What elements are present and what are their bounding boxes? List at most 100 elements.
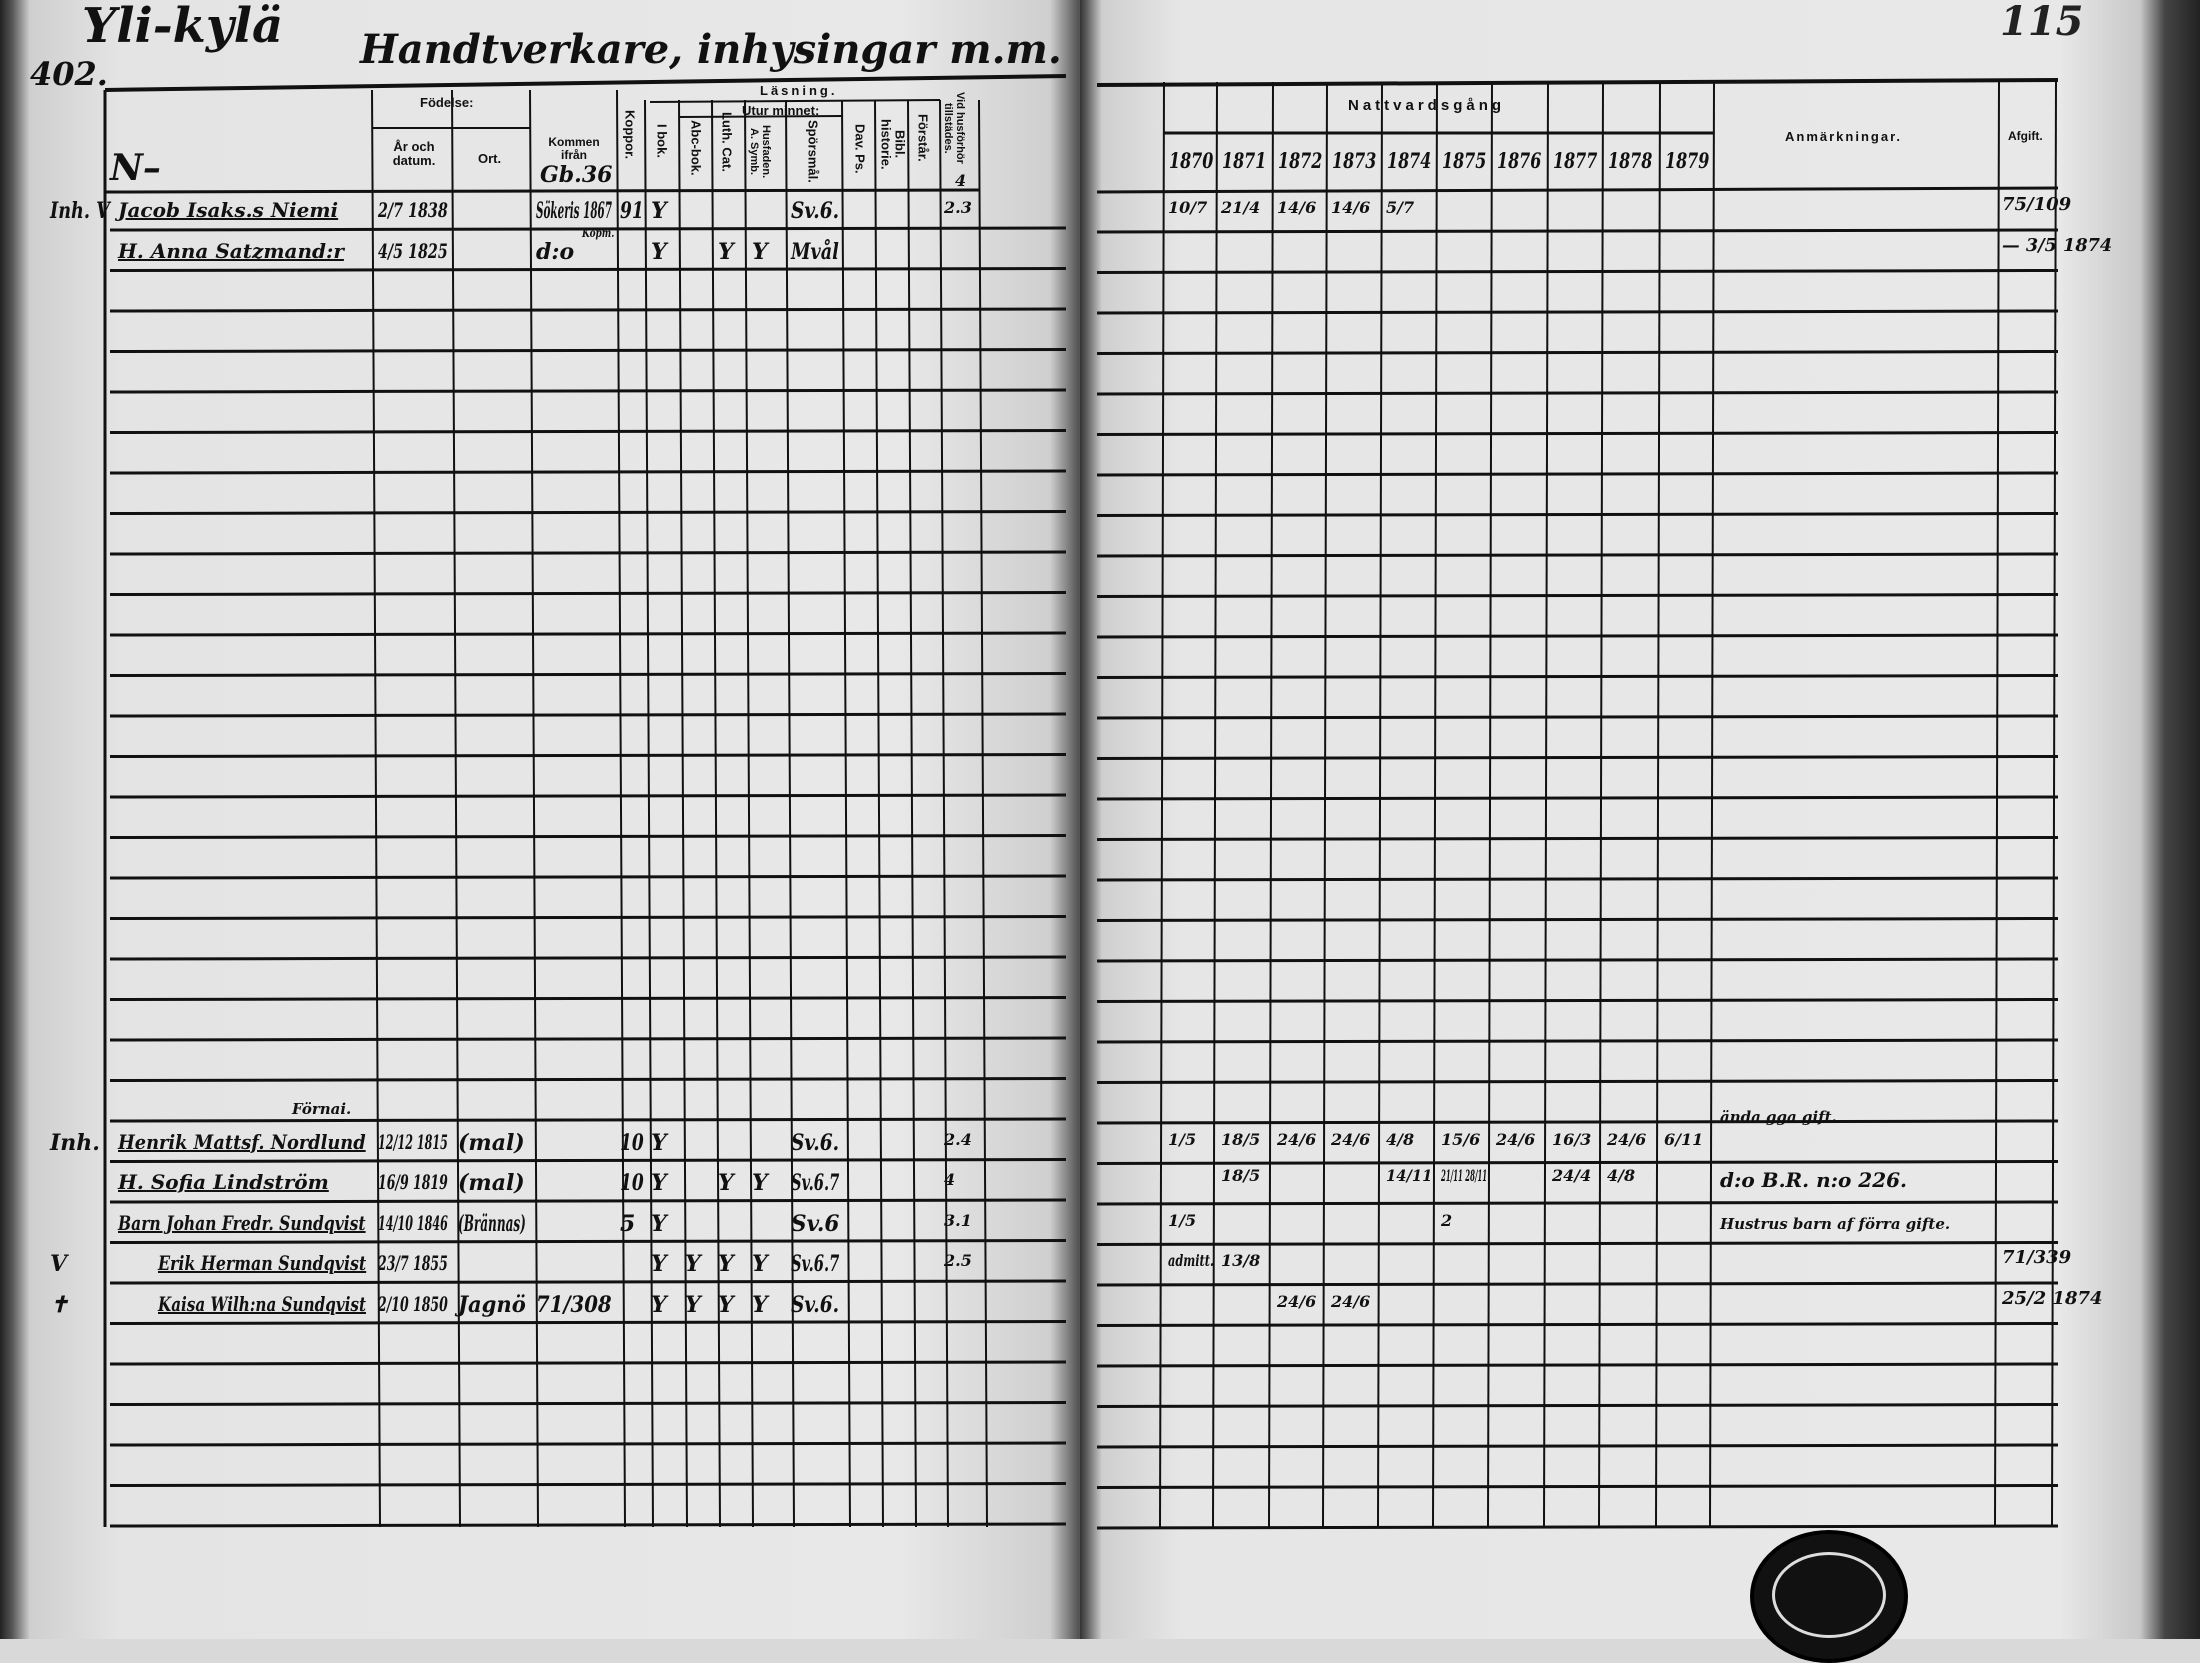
entry-tillst: 3.1 [944,1210,972,1230]
right-row-rule [1096,552,2059,558]
right-row-rule [1096,1119,2059,1125]
year-header-1874: 1874 [1387,148,1432,173]
nattvard-date: 1/5 [1168,1210,1197,1230]
left-column-rule [451,89,461,1528]
entry-tillst: 4 [944,1170,956,1189]
entry-husf: Y [752,238,768,265]
header-koppor: Koppor. [622,110,638,160]
header-luth-cat: Luth. Cat. [719,112,735,172]
corner-number: 115 [2000,0,2084,45]
remark: ända gga gift. [1720,1107,1837,1126]
right-column-rule [2051,81,2057,1528]
entry-name: Kaisa Wilh:na Sundqvist [158,1291,366,1316]
remark: Hustrus barn af förra gifte. [1720,1214,1951,1233]
right-column-rule [1212,81,1218,1528]
right-column-rule [1487,81,1493,1528]
right-row-rule [1096,1362,2059,1368]
entry-birth: 14/10 1846 [378,1210,448,1235]
entry-name: H. Anna Satzmand:r [118,238,344,263]
nattvard-date: 14/6 [1331,198,1371,217]
entry-spors: Sv.6. [791,1129,840,1156]
entry-i-bok: Y [651,1291,667,1318]
entry-i-bok: Y [651,1210,667,1237]
header-afgift: Afgift. [2008,129,2043,143]
afgift-value: 25/2 1874 [2002,1287,2103,1309]
left-column-rule [978,99,988,1528]
right-row-rule [1096,1038,2059,1044]
right-row-rule [1096,1322,2059,1327]
nattvard-date: 21/4 [1221,198,1261,217]
village-name: Yli-kylä [82,0,284,54]
right-column-rule [1268,81,1274,1528]
left-row-rule [109,226,1067,232]
entry-name: Henrik Mattsf. Nordlund [118,1129,366,1154]
left-row-rule [109,1239,1067,1244]
right-row-rule [1096,1524,2059,1530]
section-mark: N– [110,147,161,189]
section-ref: Gb.36 [540,162,613,188]
entry-birth: 12/12 1815 [378,1129,448,1154]
entry-birth: 2/7 1838 [378,198,448,222]
left-row-rule [109,1117,1067,1123]
right-row-rule [1096,917,2059,922]
nattvard-date: 16/3 [1552,1129,1592,1149]
left-row-rule [109,469,1067,475]
nattvard-date: 2 [1441,1210,1453,1230]
left-row-rule [109,1279,1067,1285]
left-row-rule [109,996,1067,1001]
nattvard-date: 18/5 [1221,1129,1261,1149]
entry-margin: ✝ [50,1291,69,1318]
entry-tillst: 2.3 [944,198,972,217]
right-column-rule [1994,81,2000,1528]
entry-i-bok: Y [651,1170,667,1196]
header-sporsmal: Spörsmål. [805,120,821,183]
entry-birth: 23/7 1855 [378,1251,448,1275]
left-row-rule [109,429,1067,434]
header-vid-husforhor: Vid husförhör tillstädes. [942,92,967,164]
entry-abc: Y [685,1251,701,1277]
right-row-rule [1096,998,2059,1003]
nattvard-date: 10/7 [1168,198,1208,217]
entry-margin: Inh. V [50,198,110,224]
left-row-rule [109,550,1067,556]
year-header-1870: 1870 [1169,148,1214,173]
nattvard-date: 24/4 [1552,1165,1592,1185]
header-fodelse: Födelse: [420,95,474,110]
left-column-rule [616,89,626,1528]
entry-koppor: 91 [620,198,644,224]
left-column-rule [841,99,851,1528]
header-anmarkningar: Anmärkningar. [1785,129,1903,144]
year-header-1875: 1875 [1442,148,1487,173]
right-column-rule [1598,81,1604,1528]
entry-spors: Mvål [791,238,839,265]
right-column-rule [1655,81,1661,1528]
year-header-1878: 1878 [1608,148,1653,173]
right-row-rule [1096,1281,2059,1287]
lasning-rule [649,99,941,103]
left-row-rule [109,1036,1067,1042]
right-row-rule [1096,228,2059,234]
nattvard-date: 5/7 [1386,198,1415,217]
right-row-rule [1096,876,2059,882]
right-row-rule [1096,836,2059,841]
left-column-rule [644,99,654,1528]
left-row-rule [109,834,1067,839]
entry-i-bok: Y [651,198,667,224]
header-i-bok: I bok. [654,124,670,158]
entry-ort: (mal) [458,1170,525,1196]
right-row-rule [1096,755,2059,760]
right-row-rule [1096,1241,2059,1246]
entry-margin: Inh. [50,1129,100,1156]
right-row-rule [1096,309,2059,315]
left-column-rule [907,99,917,1528]
right-row-rule [1096,431,2059,436]
nattvard-date: 24/6 [1277,1129,1317,1149]
right-row-rule [1096,390,2059,396]
year-header-1872: 1872 [1278,148,1323,173]
right-row-rule [1096,1160,2059,1165]
entry-spors: Sv.6. [791,198,840,224]
afgift-value: 71/339 [2002,1247,2072,1268]
left-column-rule [785,99,795,1528]
entry-koppor: 5 [620,1210,636,1237]
